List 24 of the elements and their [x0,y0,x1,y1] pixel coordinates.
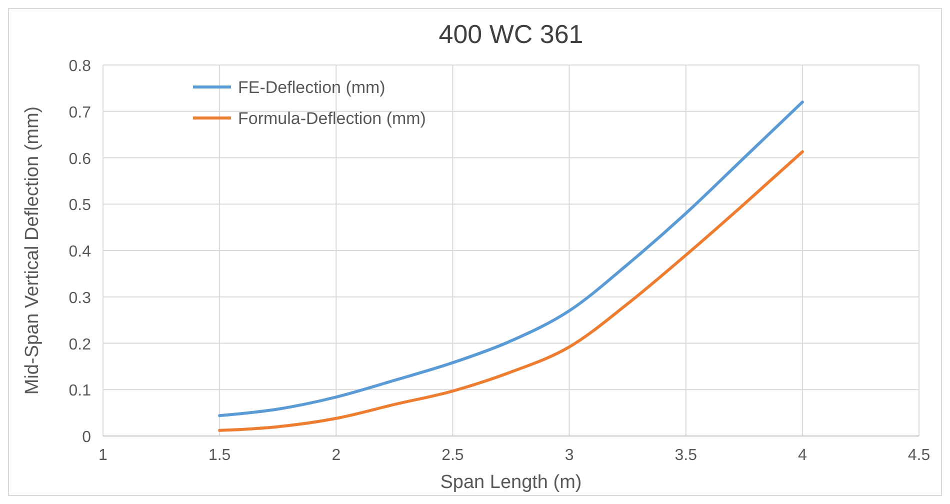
y-tick-label: 0.8 [68,58,92,75]
x-axis-title: Span Length (m) [440,472,582,493]
y-tick-label: 0.1 [68,382,92,400]
y-tick-label: 0.2 [68,336,92,354]
y-tick-label: 0.3 [68,290,92,307]
x-tick-label: 2.5 [442,447,464,464]
legend-label: FE-Deflection (mm) [238,78,386,97]
chart-title: 400 WC 361 [438,19,584,49]
line-series [218,150,804,432]
y-tick-label: 0 [82,429,92,446]
legend-label: Formula-Deflection (mm) [238,109,426,128]
x-tick-label: 2 [332,447,341,464]
x-tick-label: 3.5 [674,447,698,464]
x-tick-label: 1 [98,447,108,464]
y-tick-label: 0.5 [68,197,92,214]
x-tick-label: 3 [564,447,574,464]
x-tick-label: 4 [798,447,807,464]
y-tick-label: 0.4 [68,244,92,260]
y-axis-title: Mid-Span Vertical Deflection (mm) [22,106,43,395]
line-series [218,100,804,418]
y-tick-label: 0.6 [68,150,92,168]
x-tick-label: 4.5 [908,447,930,464]
x-tick-label: 1.5 [208,447,231,464]
y-tick-label: 0.7 [68,104,92,122]
